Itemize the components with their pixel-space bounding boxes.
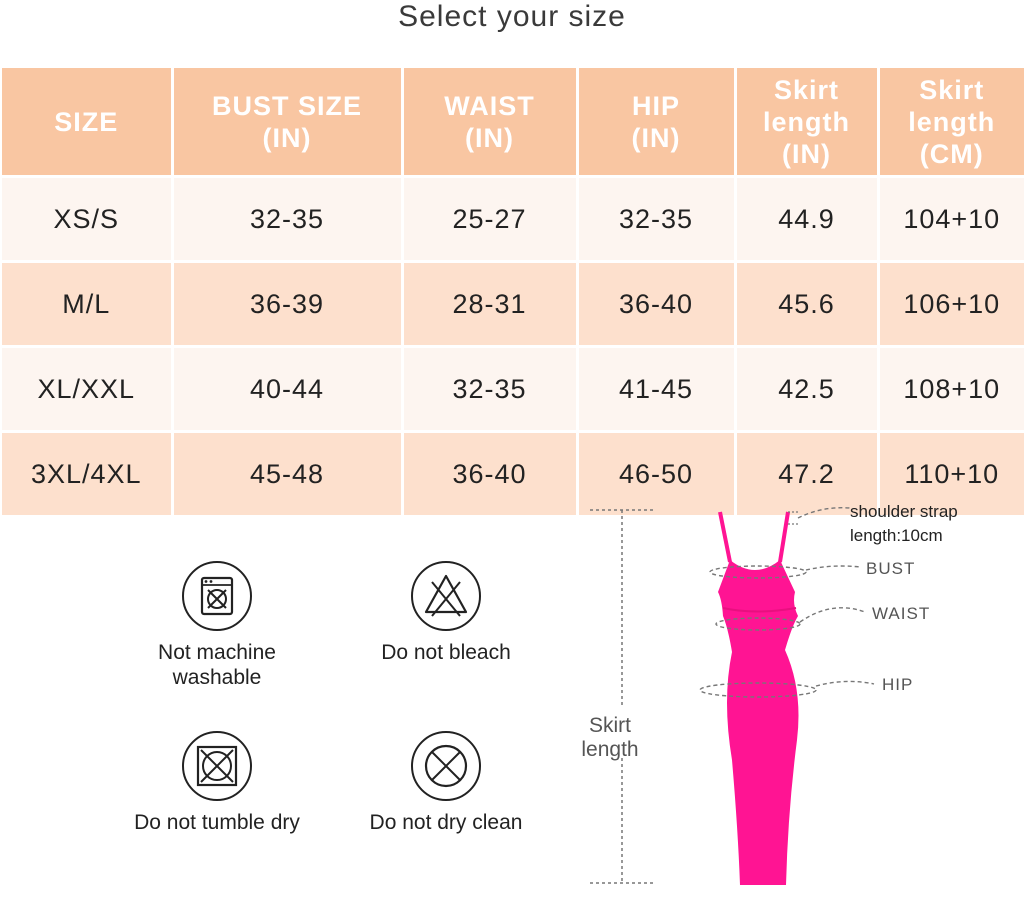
care-label: Do not dry clean xyxy=(369,811,523,834)
cell-bust: 32-35 xyxy=(170,175,402,262)
cell-size: XS/S xyxy=(2,175,172,262)
care-do-not-tumble-dry: Do not tumble dry xyxy=(112,730,322,835)
cell-waist: 36-40 xyxy=(400,430,577,515)
care-label: Not machine washable xyxy=(158,641,276,689)
table-row: XS/S 32-35 25-27 32-35 44.9 104+10 xyxy=(2,175,1024,262)
cell-bust: 36-39 xyxy=(170,260,402,347)
header-waist: WAIST (IN) xyxy=(400,68,577,177)
cell-bust: 40-44 xyxy=(170,345,402,432)
header-hip: HIP (IN) xyxy=(575,68,735,177)
table-row: 3XL/4XL 45-48 36-40 46-50 47.2 110+10 xyxy=(2,430,1024,515)
cell-size: 3XL/4XL xyxy=(2,430,172,515)
cell-skirt-cm: 110+10 xyxy=(876,430,1024,515)
dress-measurement-diagram: shoulder strap length:10cm BUST WAIST HI… xyxy=(560,500,1024,900)
cell-size: M/L xyxy=(2,260,172,347)
cell-skirt-in: 45.6 xyxy=(733,260,878,347)
cell-hip: 46-50 xyxy=(575,430,735,515)
no-tumble-dry-icon xyxy=(182,731,252,801)
cell-skirt-cm: 108+10 xyxy=(876,345,1024,432)
care-not-machine-washable: Not machine washable xyxy=(112,560,322,690)
dress-illustration xyxy=(590,507,875,885)
header-skirt-in: Skirt length (IN) xyxy=(733,68,878,177)
cell-hip: 36-40 xyxy=(575,260,735,347)
cell-skirt-in: 44.9 xyxy=(733,175,878,262)
cell-bust: 45-48 xyxy=(170,430,402,515)
care-do-not-bleach: Do not bleach xyxy=(341,560,551,665)
hip-label: HIP xyxy=(882,675,914,694)
header-size: SIZE xyxy=(2,68,172,177)
skirt-length-label: Skirt length xyxy=(581,714,639,761)
header-skirt-cm: Skirt length (CM) xyxy=(876,68,1024,177)
table-header-row: SIZE BUST SIZE (IN) WAIST (IN) HIP (IN) Ski… xyxy=(2,68,1024,177)
cell-hip: 41-45 xyxy=(575,345,735,432)
header-bust: BUST SIZE (IN) xyxy=(170,68,402,177)
page-title: Select your size xyxy=(398,0,626,33)
no-bleach-icon xyxy=(411,561,481,631)
care-label: Do not bleach xyxy=(381,641,511,664)
size-chart-table: SIZE BUST SIZE (IN) WAIST (IN) HIP (IN) Ski… xyxy=(2,68,1024,515)
table-row: M/L 36-39 28-31 36-40 45.6 106+10 xyxy=(2,260,1024,347)
cell-size: XL/XXL xyxy=(2,345,172,432)
cell-waist: 25-27 xyxy=(400,175,577,262)
table-row: XL/XXL 40-44 32-35 41-45 42.5 108+10 xyxy=(2,345,1024,432)
cell-skirt-cm: 104+10 xyxy=(876,175,1024,262)
cell-waist: 32-35 xyxy=(400,345,577,432)
waist-label: WAIST xyxy=(872,604,931,623)
care-label: Do not tumble dry xyxy=(134,811,300,834)
shoulder-strap-label: shoulder strap length:10cm xyxy=(850,502,958,545)
care-do-not-dry-clean: Do not dry clean xyxy=(341,730,551,835)
cell-skirt-in: 42.5 xyxy=(733,345,878,432)
cell-skirt-cm: 106+10 xyxy=(876,260,1024,347)
no-dry-clean-icon xyxy=(411,731,481,801)
cell-waist: 28-31 xyxy=(400,260,577,347)
bust-label: BUST xyxy=(866,559,916,578)
cell-skirt-in: 47.2 xyxy=(733,430,878,515)
cell-hip: 32-35 xyxy=(575,175,735,262)
washing-machine-icon xyxy=(182,561,252,631)
